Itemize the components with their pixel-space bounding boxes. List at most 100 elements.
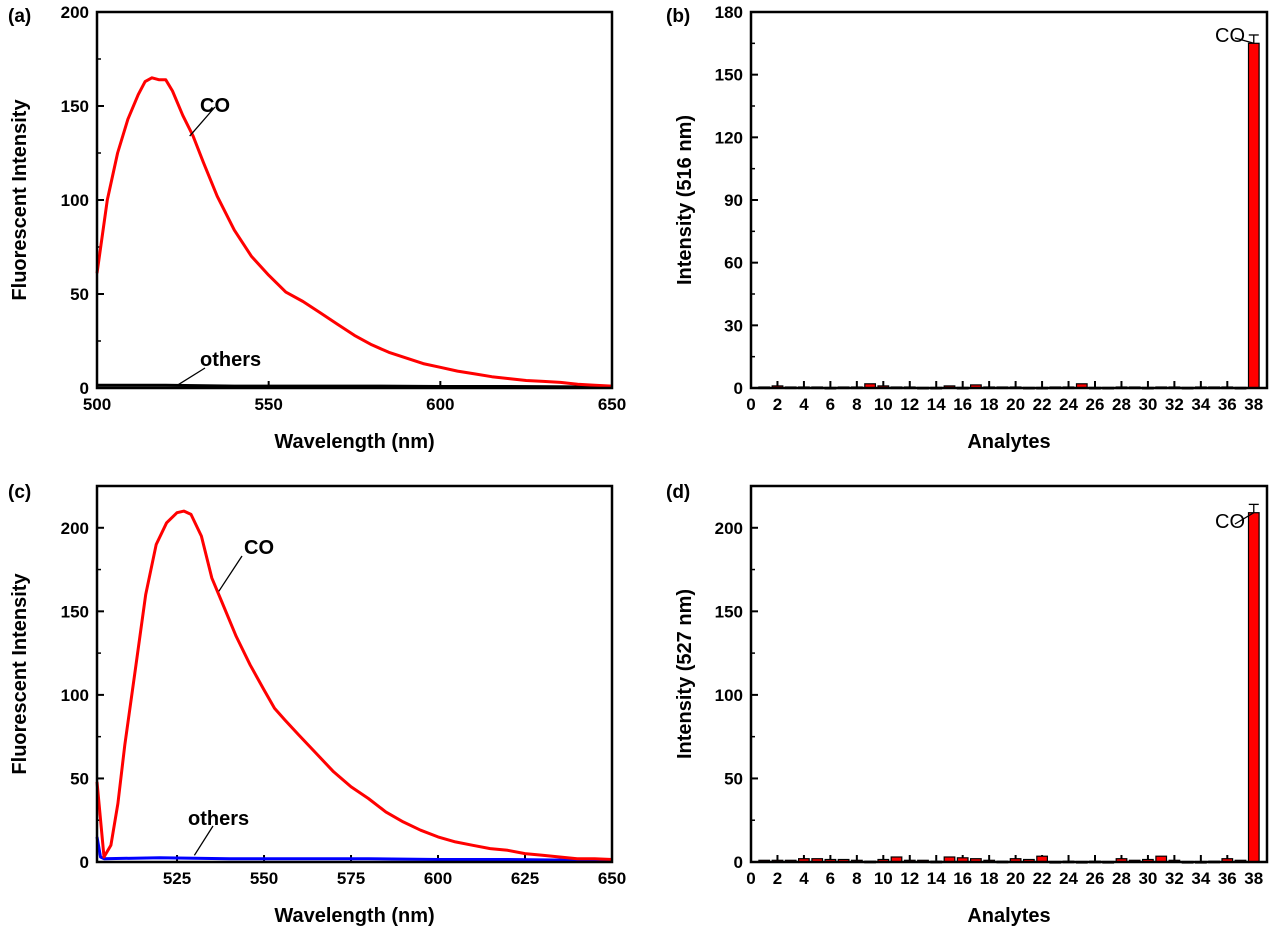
y-tick-label: 0 bbox=[80, 853, 89, 872]
y-tick-label: 0 bbox=[80, 379, 89, 398]
x-tick-label: 550 bbox=[254, 395, 282, 414]
x-tick-label: 30 bbox=[1138, 869, 1157, 888]
panel-label: (d) bbox=[666, 482, 690, 503]
x-tick-label: 20 bbox=[1006, 395, 1025, 414]
y-tick-label: 90 bbox=[724, 191, 743, 210]
x-tick-label: 34 bbox=[1191, 395, 1210, 414]
x-tick-label: 0 bbox=[746, 869, 755, 888]
x-tick-label: 22 bbox=[1033, 395, 1052, 414]
x-tick-label: 28 bbox=[1112, 395, 1131, 414]
y-tick-label: 150 bbox=[715, 66, 743, 85]
x-tick-label: 28 bbox=[1112, 869, 1131, 888]
y-tick-label: 0 bbox=[734, 379, 743, 398]
x-tick-label: 24 bbox=[1059, 869, 1078, 888]
x-axis-title: Wavelength (nm) bbox=[274, 905, 434, 927]
y-tick-label: 150 bbox=[61, 97, 89, 116]
x-axis-title: Wavelength (nm) bbox=[274, 431, 434, 453]
y-tick-label: 50 bbox=[724, 769, 743, 788]
y-tick-label: 200 bbox=[61, 3, 89, 22]
x-tick-label: 8 bbox=[852, 395, 861, 414]
x-tick-label: 575 bbox=[337, 869, 365, 888]
x-tick-label: 26 bbox=[1086, 869, 1105, 888]
x-tick-label: 500 bbox=[83, 395, 111, 414]
annotation-leader bbox=[1234, 37, 1254, 44]
x-tick-label: 4 bbox=[799, 869, 809, 888]
x-tick-label: 6 bbox=[826, 395, 835, 414]
panel-label: (a) bbox=[8, 6, 31, 27]
y-tick-label: 0 bbox=[734, 853, 743, 872]
x-tick-label: 18 bbox=[980, 395, 999, 414]
y-tick-label: 50 bbox=[70, 285, 89, 304]
x-tick-label: 625 bbox=[511, 869, 539, 888]
annotation-label: CO bbox=[244, 537, 274, 559]
plot-frame bbox=[749, 10, 1269, 390]
x-tick-label: 32 bbox=[1165, 395, 1184, 414]
annotation-label: CO bbox=[1215, 25, 1245, 47]
series-line-CO bbox=[95, 76, 613, 388]
panel-label: (c) bbox=[8, 482, 31, 503]
annotation-leader bbox=[218, 555, 243, 592]
y-tick-label: 100 bbox=[715, 686, 743, 705]
x-tick-label: 38 bbox=[1244, 869, 1263, 888]
plot-frame bbox=[95, 484, 614, 864]
y-tick-label: 180 bbox=[715, 3, 743, 22]
x-tick-label: 550 bbox=[250, 869, 278, 888]
series-line-CO bbox=[95, 509, 613, 861]
y-tick-label: 100 bbox=[61, 686, 89, 705]
annotation-label: others bbox=[188, 808, 249, 830]
x-axis-title: Analytes bbox=[967, 905, 1050, 927]
x-tick-label: 600 bbox=[424, 869, 452, 888]
y-tick-label: 100 bbox=[61, 191, 89, 210]
y-tick-label: 60 bbox=[724, 254, 743, 273]
annotation-leader bbox=[1234, 512, 1255, 525]
x-tick-label: 10 bbox=[874, 395, 893, 414]
x-tick-label: 8 bbox=[852, 869, 861, 888]
x-tick-label: 38 bbox=[1244, 395, 1263, 414]
y-tick-label: 200 bbox=[61, 519, 89, 538]
x-tick-label: 600 bbox=[426, 395, 454, 414]
annotation-leader bbox=[175, 367, 206, 387]
x-tick-label: 30 bbox=[1138, 395, 1157, 414]
x-tick-label: 34 bbox=[1191, 869, 1210, 888]
x-tick-label: 26 bbox=[1086, 395, 1105, 414]
x-tick-label: 525 bbox=[163, 869, 191, 888]
x-tick-label: 36 bbox=[1218, 869, 1237, 888]
series-line-others bbox=[95, 836, 612, 862]
x-tick-label: 4 bbox=[799, 395, 809, 414]
x-tick-label: 12 bbox=[900, 869, 919, 888]
x-tick-label: 24 bbox=[1059, 395, 1078, 414]
x-tick-label: 6 bbox=[826, 869, 835, 888]
annotation-leader bbox=[193, 825, 214, 856]
x-tick-label: 2 bbox=[773, 395, 782, 414]
y-tick-label: 30 bbox=[724, 316, 743, 335]
y-tick-label: 150 bbox=[715, 602, 743, 621]
y-axis-title: Intensity (527 nm) bbox=[674, 589, 696, 759]
panel-label: (b) bbox=[666, 6, 690, 27]
y-tick-label: 200 bbox=[715, 519, 743, 538]
x-tick-label: 32 bbox=[1165, 869, 1184, 888]
x-tick-label: 650 bbox=[598, 869, 626, 888]
x-tick-label: 14 bbox=[927, 395, 946, 414]
bar bbox=[1247, 512, 1260, 863]
x-tick-label: 12 bbox=[900, 395, 919, 414]
x-tick-label: 16 bbox=[953, 395, 972, 414]
x-tick-label: 650 bbox=[598, 395, 626, 414]
y-tick-label: 120 bbox=[715, 128, 743, 147]
x-tick-label: 18 bbox=[980, 869, 999, 888]
x-tick-label: 14 bbox=[927, 869, 946, 888]
annotation-label: others bbox=[200, 349, 261, 371]
y-axis-title: Fluorescent Intensity bbox=[9, 573, 31, 775]
bar bbox=[1247, 42, 1260, 389]
x-tick-label: 20 bbox=[1006, 869, 1025, 888]
y-axis-title: Intensity (516 nm) bbox=[674, 115, 696, 285]
annotation-label: CO bbox=[1215, 511, 1245, 533]
y-tick-label: 150 bbox=[61, 602, 89, 621]
plot-frame bbox=[95, 10, 614, 390]
annotation-label: CO bbox=[200, 95, 230, 117]
y-tick-label: 50 bbox=[70, 769, 89, 788]
x-axis-title: Analytes bbox=[967, 431, 1050, 453]
x-tick-label: 16 bbox=[953, 869, 972, 888]
